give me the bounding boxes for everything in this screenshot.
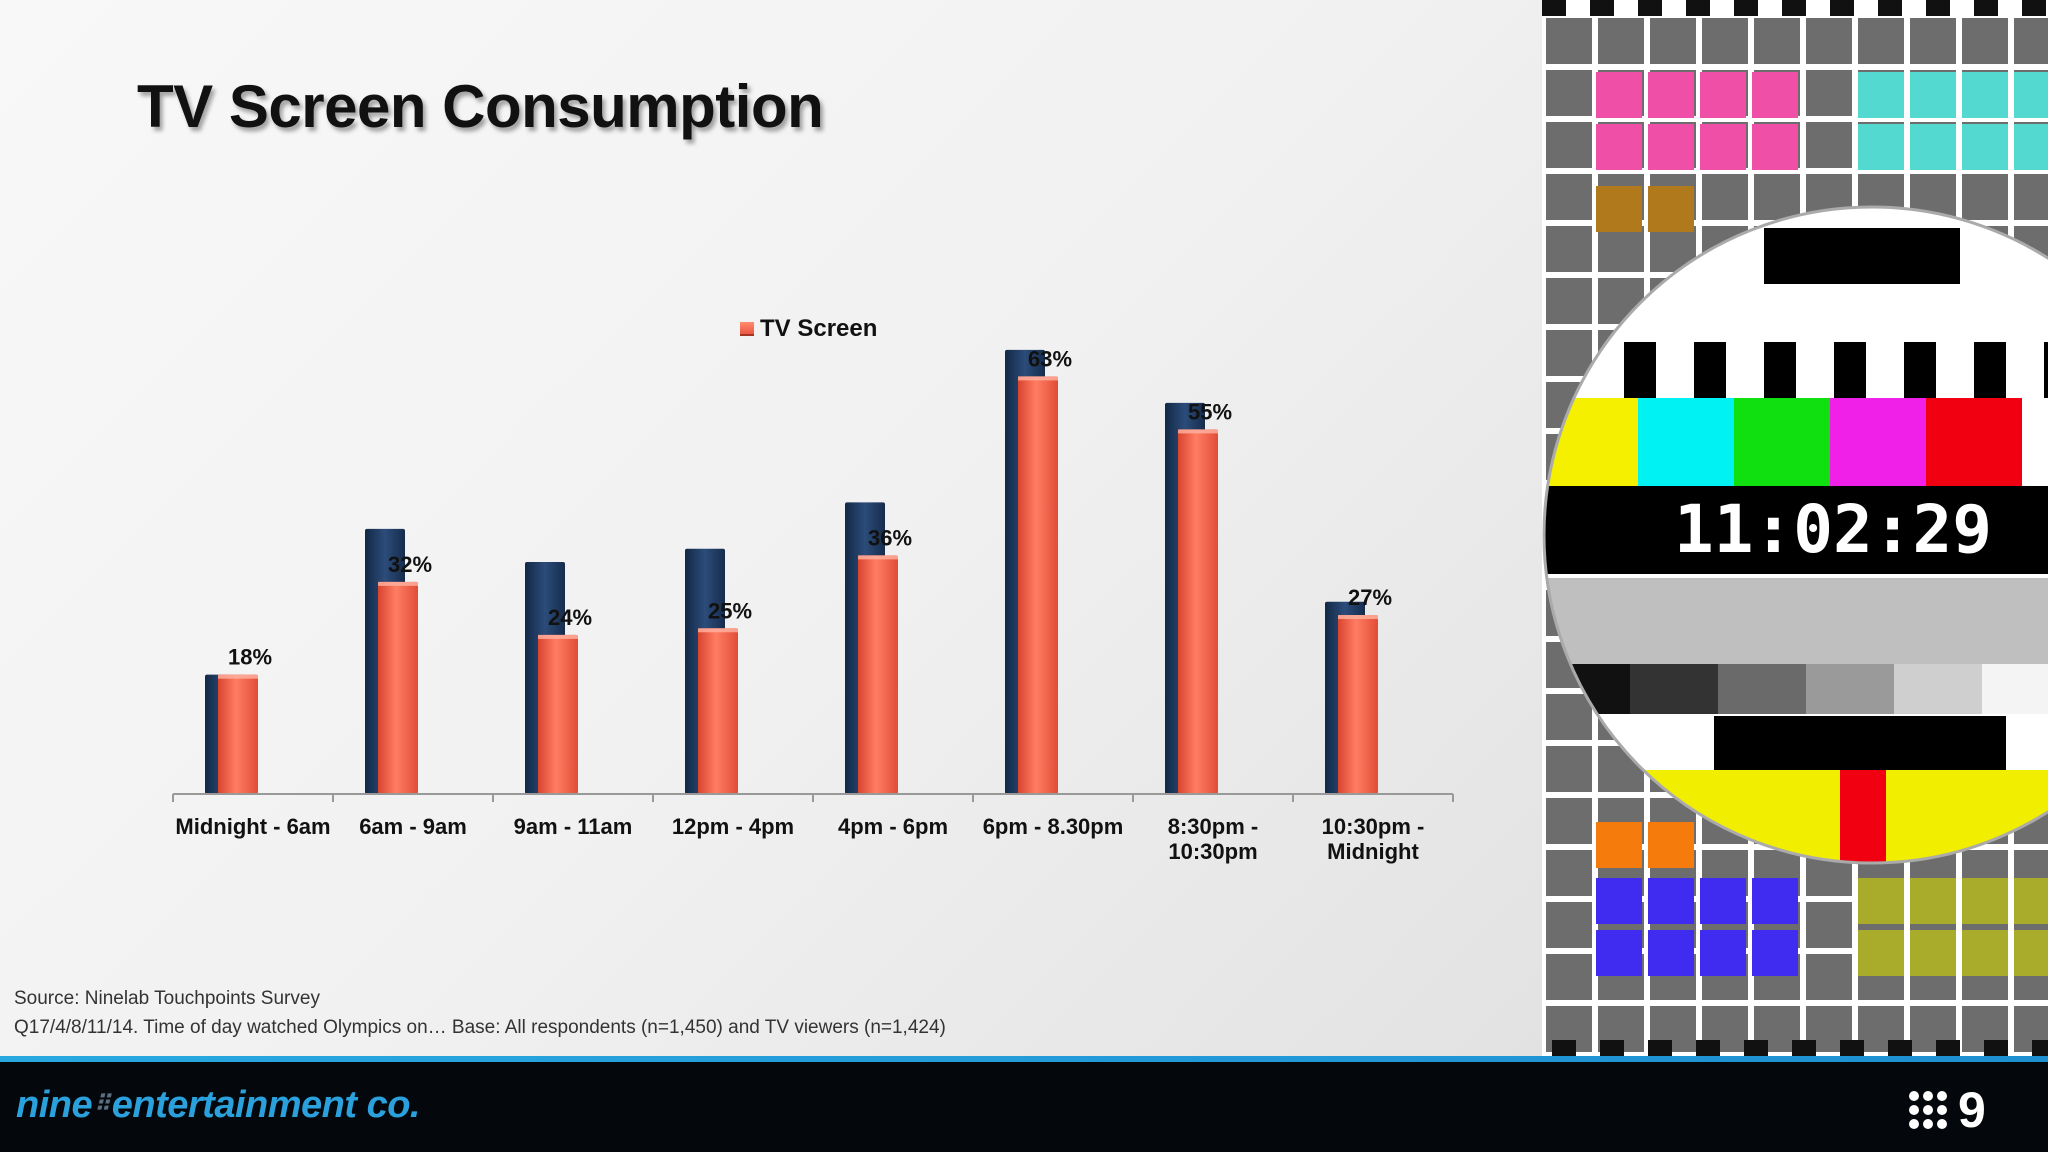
company-logo: nine⠿entertainment co. [16, 1084, 420, 1126]
x-tick-label: 10:30pm [1168, 839, 1257, 864]
x-tick-label: 6pm - 8.30pm [983, 814, 1124, 839]
x-tick-label: 4pm - 6pm [838, 814, 948, 839]
slide-title: TV Screen Consumption [137, 73, 824, 140]
bar-highlight [538, 634, 578, 639]
nine-network-logo: 9 [1909, 1086, 1986, 1130]
bar-tv-screen [378, 581, 418, 794]
bar-tv-screen [698, 628, 738, 794]
bar-tv-screen [1178, 429, 1218, 794]
bar-tv-screen [538, 634, 578, 794]
x-tick-label: 12pm - 4pm [672, 814, 794, 839]
x-tick-label: Midnight [1327, 839, 1419, 864]
question-note: Q17/4/8/11/14. Time of day watched Olymp… [14, 1017, 946, 1038]
bar-highlight [1018, 376, 1058, 381]
test-card-image: 11:02:29 [1542, 0, 2048, 1056]
bar-tv-screen [858, 555, 898, 794]
x-tick-label: 6am - 9am [359, 814, 467, 839]
data-label: 36% [868, 525, 912, 550]
bar-chart: 18% Midnight - 6am 32% 6am - 9am 24% 9am - 11… [172, 346, 1454, 864]
x-tick-label: 9am - 11am [514, 814, 633, 839]
data-label: 63% [1028, 346, 1072, 371]
x-tick-label: Midnight - 6am [175, 814, 330, 839]
bar-tv-screen [1018, 376, 1058, 794]
data-label: 18% [228, 645, 272, 670]
data-label: 25% [708, 598, 752, 623]
bar-tv-screen [218, 674, 258, 794]
data-label: 55% [1188, 399, 1232, 424]
svg-text:9: 9 [1958, 1086, 1986, 1130]
footer-accent-line [0, 1056, 2048, 1062]
legend-label-tv-screen: TV Screen [760, 315, 878, 342]
bar-tv-screen [1338, 615, 1378, 794]
test-card-clock: 11:02:29 [1674, 491, 1992, 568]
bar-highlight [378, 581, 418, 586]
bar-highlight [1338, 615, 1378, 620]
bar-highlight [218, 674, 258, 679]
footer-bar: nine⠿entertainment co. 9 [0, 1062, 2048, 1152]
data-label: 32% [388, 552, 432, 577]
data-label: 27% [1348, 585, 1392, 610]
bar-highlight [698, 628, 738, 633]
x-tick-label: 8:30pm - [1168, 814, 1258, 839]
data-label: 24% [548, 605, 592, 630]
bar-highlight [1178, 429, 1218, 434]
legend-swatch-tv-screen [740, 322, 754, 336]
chart-legend: TV Screen [740, 315, 877, 343]
x-tick-label: 10:30pm - [1322, 814, 1425, 839]
source-note: Source: Ninelab Touchpoints Survey [14, 988, 320, 1009]
bar-highlight [858, 555, 898, 560]
